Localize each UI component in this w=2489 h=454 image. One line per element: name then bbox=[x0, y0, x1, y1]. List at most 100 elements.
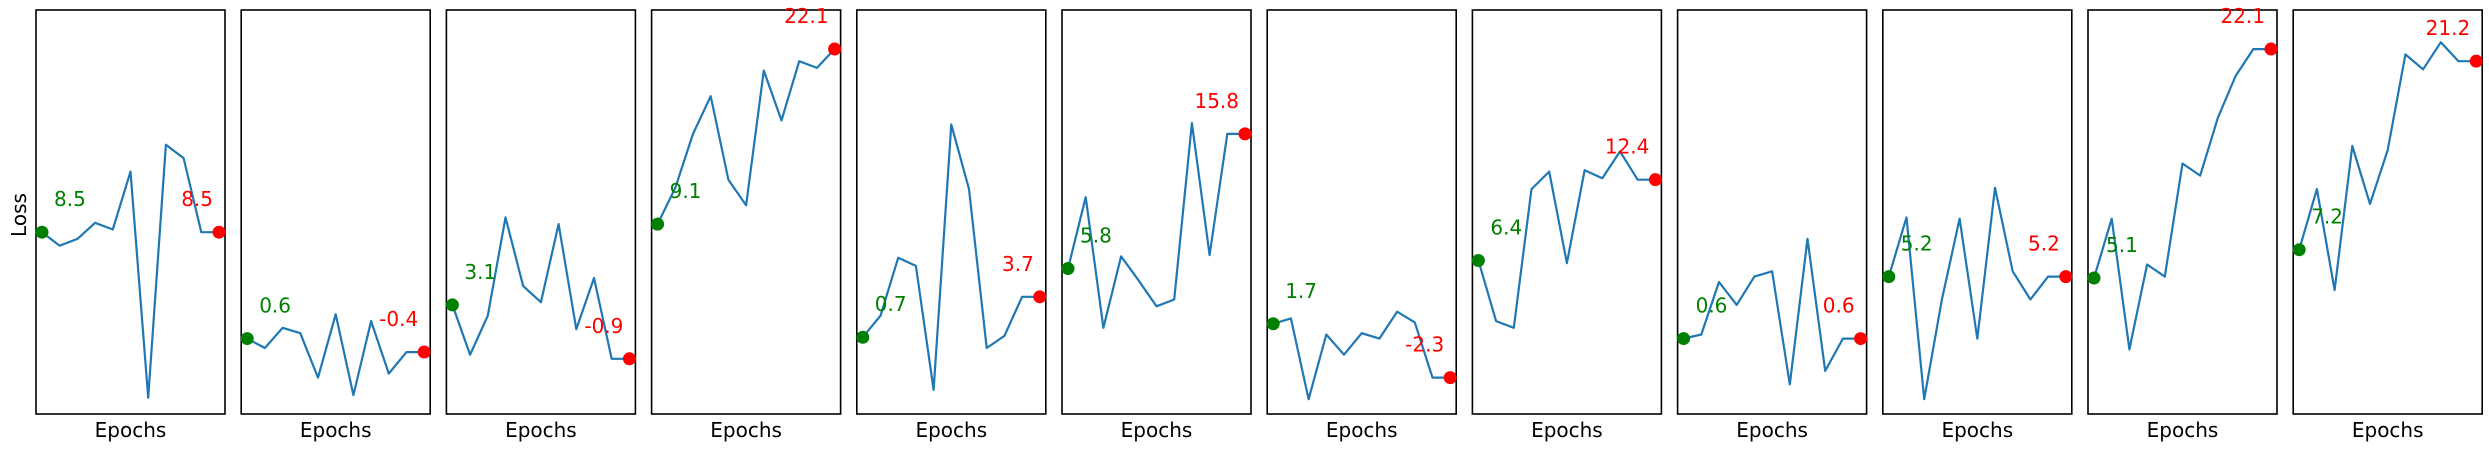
start-point-marker bbox=[1266, 317, 1280, 331]
start-point-marker bbox=[2087, 271, 2101, 285]
end-point-marker bbox=[1443, 371, 1457, 385]
start-point-marker bbox=[2292, 243, 2306, 257]
panel-frame bbox=[1471, 9, 1663, 415]
end-value-label: 0.6 bbox=[1823, 294, 1855, 318]
loss-line bbox=[41, 143, 219, 399]
loss-line bbox=[1683, 237, 1861, 386]
end-value-label: 8.5 bbox=[181, 187, 213, 211]
panel-2: 0.6 -0.4 Epochs bbox=[240, 9, 431, 442]
panel-1: 8.5 8.5 Epochs bbox=[35, 9, 226, 442]
x-axis-label: Epochs bbox=[1121, 418, 1193, 442]
x-axis-label: Epochs bbox=[2147, 418, 2219, 442]
start-value-label: 3.1 bbox=[464, 260, 496, 284]
end-point-marker bbox=[212, 225, 226, 239]
end-value-label: -2.3 bbox=[1405, 333, 1444, 357]
start-value-label: 0.6 bbox=[259, 294, 291, 318]
end-point-marker bbox=[1854, 332, 1868, 346]
panel-10: 5.2 5.2 Epochs bbox=[1882, 9, 2073, 442]
loss-line bbox=[451, 216, 630, 360]
x-axis-label: Epochs bbox=[1941, 418, 2013, 442]
x-axis-label: Epochs bbox=[710, 418, 782, 442]
start-point-marker bbox=[651, 217, 665, 231]
start-value-label: 9.1 bbox=[670, 179, 702, 203]
end-point-marker bbox=[417, 345, 431, 359]
start-point-marker bbox=[1061, 262, 1075, 276]
end-value-label: 12.4 bbox=[1605, 135, 1650, 159]
panel-9: 0.6 0.6 Epochs bbox=[1676, 9, 1868, 442]
loss-line bbox=[1066, 121, 1245, 329]
panels-layer: 8.5 8.5Epochs0.6-0.4Epochs3.1-0.9Epochs9.… bbox=[35, 4, 2483, 442]
panel-3: 3.1 -0.9 Epochs bbox=[445, 9, 637, 442]
panel-6: 5.8 15.8 Epochs bbox=[1061, 9, 1252, 442]
start-value-label: 0.7 bbox=[875, 292, 907, 316]
x-axis-label: Epochs bbox=[505, 418, 577, 442]
loss-line bbox=[861, 123, 1040, 391]
panel-frame bbox=[2087, 9, 2278, 415]
start-value-label: 1.7 bbox=[1285, 279, 1317, 303]
loss-line bbox=[246, 313, 425, 397]
start-value-label: 7.2 bbox=[2311, 205, 2343, 229]
panel-frame bbox=[1061, 9, 1252, 415]
panel-5: 0.7 3.7 Epochs bbox=[855, 9, 1047, 442]
start-point-marker bbox=[35, 225, 49, 239]
end-point-marker bbox=[2059, 270, 2073, 284]
start-value-label: 5.8 bbox=[1080, 224, 1112, 248]
panel-12: 7.2 21.2 Epochs bbox=[2292, 9, 2483, 442]
panel-frame bbox=[2292, 9, 2483, 415]
start-point-marker bbox=[240, 332, 254, 346]
panel-frame bbox=[650, 9, 842, 415]
end-value-label: 22.1 bbox=[2220, 4, 2265, 28]
loss-line bbox=[656, 48, 836, 225]
end-value-label: 5.2 bbox=[2028, 232, 2060, 256]
end-value-label: 3.7 bbox=[1002, 252, 1034, 276]
loss-line bbox=[1887, 186, 2066, 401]
end-point-marker bbox=[2264, 42, 2278, 56]
start-value-label: 6.4 bbox=[1490, 215, 1522, 239]
end-point-marker bbox=[2469, 54, 2483, 68]
panel-4: 9.1 22.1 Epochs bbox=[650, 4, 842, 442]
start-value-label: 5.1 bbox=[2106, 233, 2138, 257]
start-point-marker bbox=[1882, 270, 1896, 284]
end-value-label: -0.9 bbox=[584, 314, 623, 338]
start-point-marker bbox=[445, 298, 459, 312]
end-value-label: 15.8 bbox=[1194, 89, 1239, 113]
end-point-marker bbox=[1033, 290, 1047, 304]
loss-line bbox=[1477, 150, 1656, 329]
panel-frame bbox=[1266, 9, 1457, 415]
loss-line bbox=[1272, 310, 1451, 401]
x-axis-label: Epochs bbox=[1736, 418, 1808, 442]
panel-frame bbox=[35, 9, 226, 415]
end-point-marker bbox=[622, 352, 636, 366]
start-point-marker bbox=[1471, 253, 1485, 267]
end-value-label: 22.1 bbox=[784, 4, 829, 28]
x-axis-label: Epochs bbox=[95, 418, 167, 442]
loss-line bbox=[2298, 41, 2477, 292]
start-point-marker bbox=[856, 330, 870, 344]
panel-8: 6.4 12.4 Epochs bbox=[1471, 9, 1663, 442]
loss-line bbox=[2092, 47, 2271, 351]
end-point-marker bbox=[1238, 127, 1252, 141]
x-axis-label: Epochs bbox=[915, 418, 987, 442]
panel-frame bbox=[855, 9, 1047, 415]
end-point-marker bbox=[1648, 173, 1662, 187]
panel-11: 5.1 22.1 Epochs bbox=[2087, 4, 2278, 442]
y-axis-label: Loss bbox=[7, 193, 31, 237]
end-point-marker bbox=[828, 42, 842, 56]
x-axis-label: Epochs bbox=[300, 418, 372, 442]
panel-7: 1.7 -2.3 Epochs bbox=[1266, 9, 1457, 442]
x-axis-label: Epochs bbox=[1531, 418, 1603, 442]
x-axis-label: Epochs bbox=[2352, 418, 2424, 442]
end-value-label: -0.4 bbox=[379, 307, 418, 331]
start-value-label: 5.2 bbox=[1901, 232, 1933, 256]
panel-frame bbox=[240, 9, 431, 415]
end-value-label: 21.2 bbox=[2426, 16, 2471, 40]
panel-frame bbox=[1882, 9, 2073, 415]
start-value-label: 8.5 bbox=[54, 187, 86, 211]
x-axis-label: Epochs bbox=[1326, 418, 1398, 442]
start-value-label: 0.6 bbox=[1696, 294, 1728, 318]
start-point-marker bbox=[1677, 332, 1691, 346]
panel-frame bbox=[1676, 9, 1868, 415]
panel-frame bbox=[445, 9, 637, 415]
